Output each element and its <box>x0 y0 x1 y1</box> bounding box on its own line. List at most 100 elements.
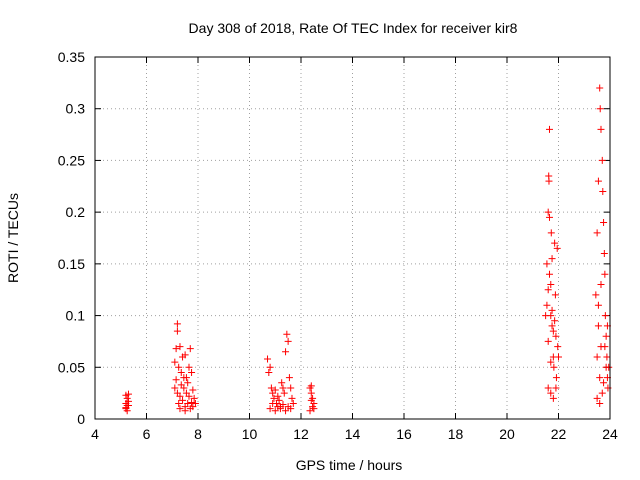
grid <box>95 57 610 419</box>
data-point <box>180 374 188 382</box>
data-point <box>554 343 562 351</box>
x-tick-label: 24 <box>602 426 618 442</box>
y-tick-label: 0.1 <box>66 308 86 324</box>
data-point <box>545 177 553 185</box>
data-point <box>598 156 606 164</box>
data-point <box>284 403 292 411</box>
data-point <box>307 389 315 397</box>
data-point <box>123 394 131 402</box>
data-point <box>274 403 282 411</box>
data-point <box>184 379 192 387</box>
data-point <box>547 312 555 320</box>
data-point <box>600 379 608 387</box>
data-point <box>184 399 192 407</box>
data-point <box>171 384 179 392</box>
data-point <box>602 363 610 371</box>
y-tick-label: 0.15 <box>58 256 85 272</box>
data-point <box>181 407 189 415</box>
x-tick-label: 18 <box>448 426 464 442</box>
x-axis-label: GPS time / hours <box>296 457 403 473</box>
data-points <box>122 84 613 415</box>
data-point <box>545 270 553 278</box>
data-point <box>188 368 196 376</box>
data-point <box>287 384 295 392</box>
data-point <box>282 407 290 415</box>
data-point <box>603 353 611 361</box>
data-point <box>553 244 561 252</box>
data-point <box>285 374 293 382</box>
data-point <box>547 229 555 237</box>
data-point <box>598 389 606 397</box>
data-point <box>545 125 553 133</box>
data-point <box>188 398 196 406</box>
x-tick-label: 16 <box>396 426 412 442</box>
data-point <box>288 394 296 402</box>
data-point <box>592 291 600 299</box>
data-point <box>544 286 552 294</box>
data-point <box>124 397 132 405</box>
data-point <box>275 396 283 404</box>
data-point <box>171 358 179 366</box>
data-point <box>594 177 602 185</box>
y-tick-label: 0 <box>77 411 85 427</box>
data-point <box>269 399 277 407</box>
data-point <box>267 384 275 392</box>
data-point <box>278 379 286 387</box>
data-point <box>175 399 183 407</box>
data-point <box>597 281 605 289</box>
data-point <box>307 382 315 390</box>
data-point <box>594 322 602 330</box>
data-point <box>185 363 193 371</box>
data-point <box>549 327 557 335</box>
data-point <box>175 363 183 371</box>
data-point <box>550 363 558 371</box>
x-tick-label: 20 <box>499 426 515 442</box>
data-point <box>177 368 185 376</box>
data-point <box>279 384 287 392</box>
data-point <box>596 399 604 407</box>
data-point <box>551 291 559 299</box>
data-point <box>176 343 184 351</box>
data-point <box>547 281 555 289</box>
data-point <box>282 348 290 356</box>
data-point <box>274 392 282 400</box>
data-point <box>189 386 197 394</box>
data-point <box>596 374 604 382</box>
x-tick-label: 22 <box>551 426 567 442</box>
y-tick-label: 0.05 <box>58 359 85 375</box>
x-tick-label: 12 <box>293 426 309 442</box>
data-point <box>593 394 601 402</box>
data-point <box>547 389 555 397</box>
data-point <box>544 337 552 345</box>
data-point <box>309 394 317 402</box>
data-point <box>310 399 318 407</box>
axis-ticks: 4 6 8 10 12 14 16 18 20 22 24 0 0.05 0.1 0.15 0.2 0.25 0.… <box>58 49 618 442</box>
data-point <box>172 345 180 353</box>
data-point <box>555 353 562 361</box>
data-point <box>283 330 291 338</box>
data-point <box>543 301 551 309</box>
data-point <box>173 327 181 335</box>
data-point <box>548 322 556 330</box>
data-point <box>593 353 601 361</box>
data-point <box>552 374 560 382</box>
data-point <box>284 337 292 345</box>
data-point <box>600 218 608 226</box>
x-tick-label: 14 <box>345 426 361 442</box>
data-point <box>279 401 287 409</box>
data-point <box>289 399 297 407</box>
data-point <box>271 386 279 394</box>
data-point <box>551 317 559 325</box>
data-point <box>190 394 198 402</box>
data-point <box>179 396 187 404</box>
data-point <box>548 306 556 314</box>
data-point <box>181 351 189 359</box>
data-point <box>596 84 604 92</box>
data-point <box>266 363 274 371</box>
data-point <box>280 389 288 397</box>
data-point <box>552 384 560 392</box>
data-point <box>551 239 559 247</box>
data-point <box>176 392 184 400</box>
data-point <box>172 376 180 384</box>
data-point <box>543 260 551 268</box>
